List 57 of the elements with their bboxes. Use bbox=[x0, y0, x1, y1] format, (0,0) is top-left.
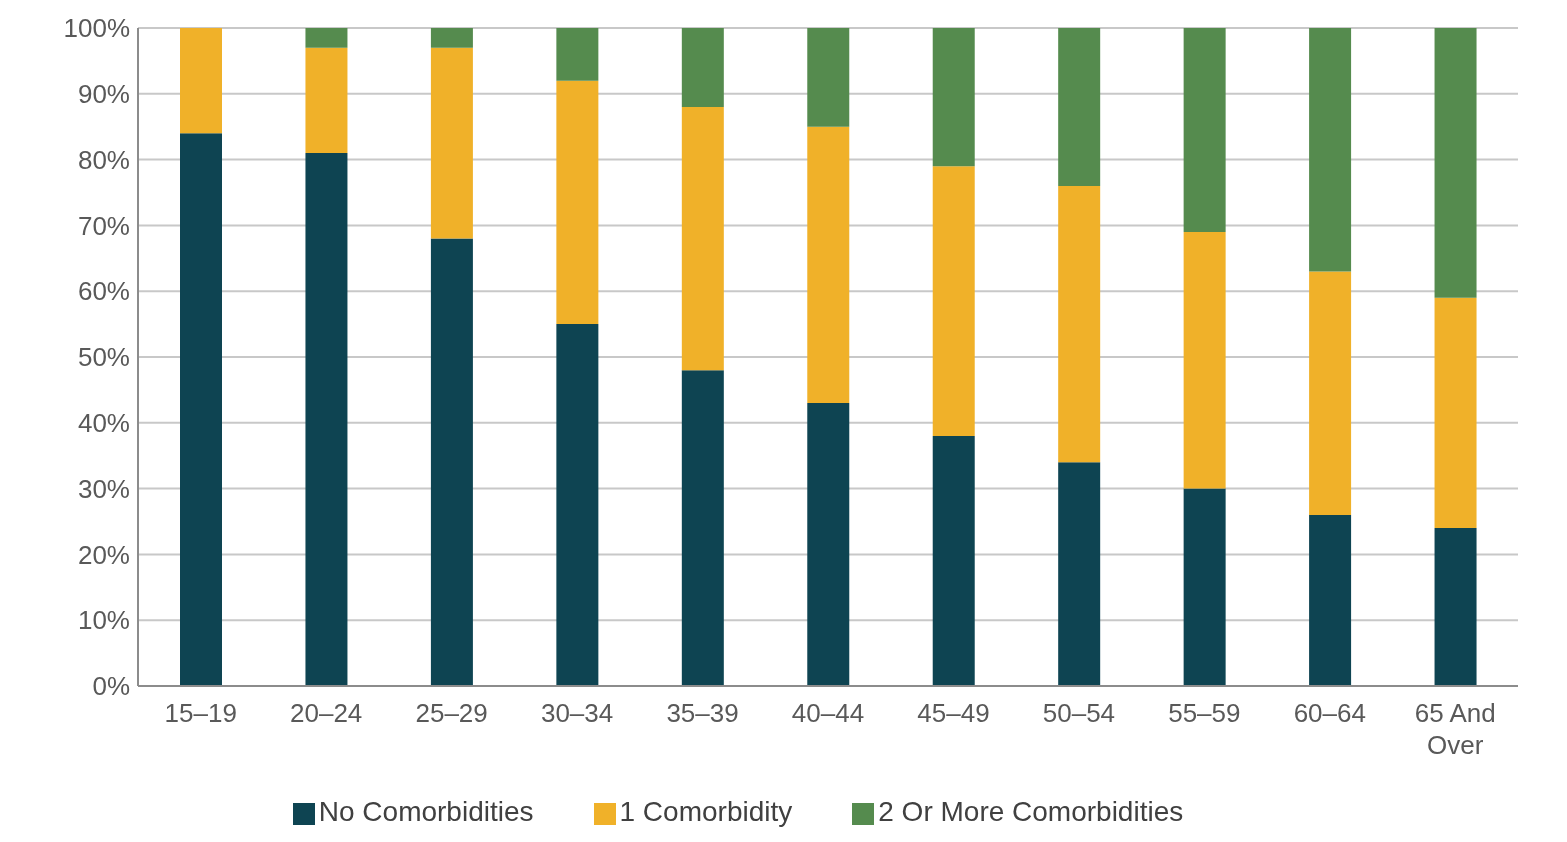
bar bbox=[556, 324, 599, 686]
bar bbox=[1434, 297, 1477, 529]
y-tick-label: 10% bbox=[77, 605, 130, 636]
y-tick-label: 50% bbox=[77, 342, 130, 373]
bar bbox=[180, 28, 222, 134]
x-tick-label: 65 And Over bbox=[1414, 698, 1496, 760]
y-tick-label: 20% bbox=[77, 539, 130, 570]
bar bbox=[1309, 271, 1352, 515]
legend-label: 1 Comorbidity bbox=[619, 796, 793, 827]
bar bbox=[1058, 28, 1101, 186]
bar bbox=[1058, 462, 1101, 686]
y-tick-label: 60% bbox=[77, 276, 130, 307]
bar bbox=[305, 47, 348, 154]
bar bbox=[932, 166, 975, 436]
x-tick-label: 20–24 bbox=[290, 698, 363, 728]
bar bbox=[1434, 528, 1477, 686]
x-tick-label: 50–54 bbox=[1042, 698, 1116, 728]
bar bbox=[305, 153, 348, 686]
x-tick-label: 15–19 bbox=[164, 698, 237, 728]
x-tick-label: 40–44 bbox=[791, 698, 865, 728]
y-tick-label: 100% bbox=[63, 13, 130, 44]
x-tick-label: 60–64 bbox=[1293, 698, 1366, 728]
y-tick-label: 90% bbox=[77, 79, 130, 110]
x-tick-label: 35–39 bbox=[666, 698, 739, 728]
bar bbox=[1309, 514, 1352, 686]
y-tick-label: 80% bbox=[77, 144, 130, 175]
y-tick-label: 0% bbox=[92, 671, 130, 702]
bar bbox=[932, 435, 975, 686]
bar bbox=[430, 238, 473, 686]
bar bbox=[180, 133, 222, 686]
bar bbox=[807, 126, 850, 404]
x-tick-label: 55–59 bbox=[1168, 698, 1241, 728]
x-tick-label: 45–49 bbox=[917, 698, 990, 728]
bar bbox=[932, 28, 975, 167]
y-tick-label: 70% bbox=[77, 210, 130, 241]
legend-label: 2 Or More Comorbidities bbox=[878, 796, 1184, 827]
bar bbox=[1183, 231, 1226, 489]
y-tick-label: 30% bbox=[77, 473, 130, 504]
bar bbox=[807, 28, 850, 127]
bar bbox=[681, 106, 724, 371]
bar bbox=[1183, 488, 1226, 686]
bar bbox=[305, 28, 348, 48]
bar bbox=[556, 80, 599, 325]
bar bbox=[681, 370, 724, 686]
bar bbox=[681, 28, 724, 107]
bar bbox=[1434, 28, 1477, 298]
bar bbox=[430, 47, 473, 239]
bar bbox=[807, 403, 850, 686]
legend-label: No Comorbidities bbox=[318, 796, 534, 827]
bar bbox=[1058, 185, 1101, 463]
bar bbox=[556, 28, 599, 81]
y-tick-label: 40% bbox=[77, 408, 130, 439]
x-tick-label: 30–34 bbox=[540, 698, 614, 728]
x-tick-label: 25–29 bbox=[415, 698, 488, 728]
bar bbox=[430, 28, 473, 48]
bar bbox=[1309, 28, 1352, 272]
bar bbox=[1183, 28, 1226, 232]
